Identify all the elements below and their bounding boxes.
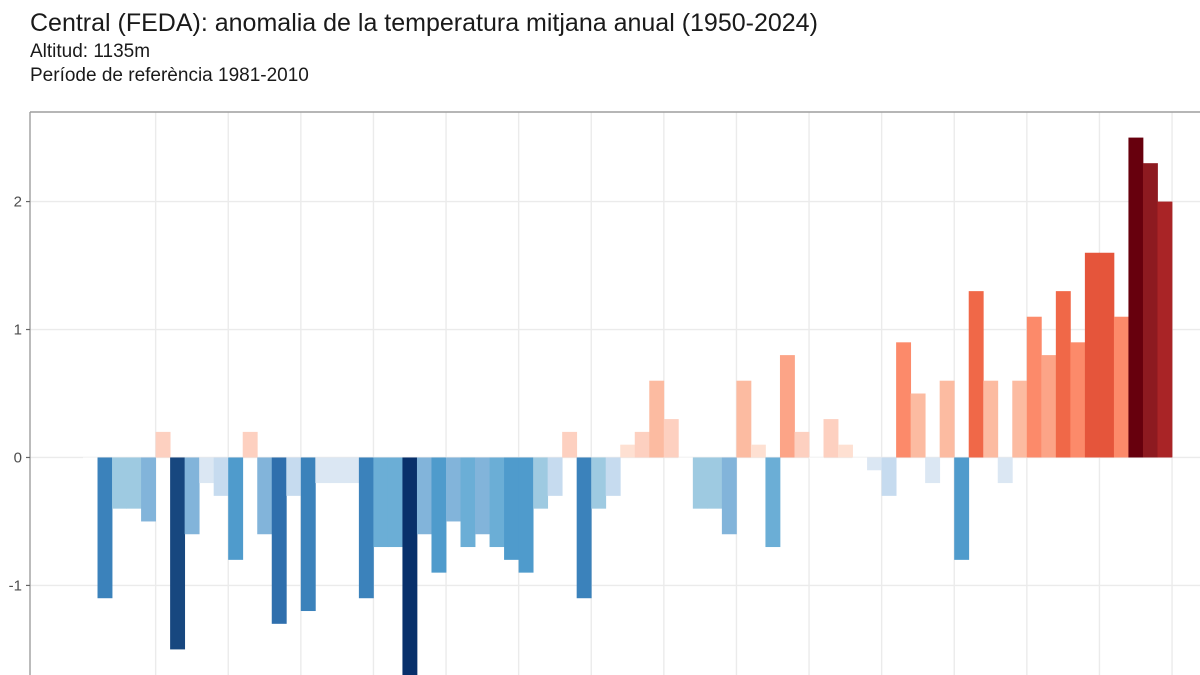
bar-2000 (809, 457, 824, 459)
bar-1996 (750, 444, 766, 458)
bar-2012 (983, 380, 999, 458)
bar-2011 (968, 291, 984, 458)
bar-2004 (867, 457, 882, 471)
chart-subtitle-altitude: Altitud: 1135m (30, 41, 151, 62)
bar-1969 (358, 457, 374, 599)
bar-1988 (634, 431, 650, 458)
bar-1953 (126, 457, 142, 509)
bar-2014 (1012, 380, 1028, 458)
bar-2018 (1070, 342, 1086, 458)
bar-2002 (838, 444, 853, 458)
bar-1977 (475, 457, 490, 535)
bar-1987 (620, 444, 636, 458)
bar-2016 (1041, 355, 1057, 458)
bar-2022 (1128, 137, 1144, 458)
bar-1976 (460, 457, 476, 548)
bar-1993 (707, 457, 723, 509)
bar-1994 (721, 457, 737, 535)
bar-1958 (199, 457, 215, 484)
bar-1985 (591, 457, 607, 509)
bar-1992 (692, 457, 708, 509)
axes (26, 111, 1200, 675)
bar-1998 (779, 355, 795, 458)
bar-1999 (794, 431, 810, 458)
bar-2009 (939, 380, 955, 458)
bar-1975 (446, 457, 461, 522)
bar-1951 (97, 457, 113, 599)
bar-1986 (605, 457, 621, 496)
bar-1990 (663, 419, 679, 458)
bar-1967 (329, 457, 345, 484)
y-tick-label: -1 (9, 577, 22, 594)
bar-1950 (83, 457, 98, 459)
bar-1966 (315, 457, 331, 484)
bar-1983 (562, 431, 578, 458)
bar-1964 (286, 457, 302, 496)
bar-1997 (765, 457, 781, 548)
bar-1984 (576, 457, 592, 599)
bar-1963 (271, 457, 287, 624)
bar-1965 (300, 457, 316, 612)
bar-1970 (373, 457, 389, 548)
bar-2006 (896, 342, 912, 458)
bar-1972 (402, 457, 418, 675)
bar-2010 (954, 457, 970, 560)
bar-1959 (213, 457, 229, 496)
y-tick-label: 2 (14, 194, 22, 211)
chart-subtitle-reference-period: Període de referència 1981-2010 (30, 65, 309, 86)
bar-1954 (141, 457, 156, 522)
chart-title: Central (FEDA): anomalia de la temperatu… (30, 9, 818, 37)
bar-1957 (184, 457, 200, 535)
bar-2020 (1099, 252, 1115, 458)
bar-1956 (170, 457, 186, 650)
bar-1974 (431, 457, 447, 573)
bar-1960 (228, 457, 244, 560)
bar-2017 (1055, 291, 1071, 458)
bar-1962 (257, 457, 273, 535)
bar-1989 (649, 380, 665, 458)
bar-2001 (823, 419, 839, 458)
bar-1973 (416, 457, 432, 535)
bar-1979 (504, 457, 519, 560)
bar-2008 (925, 457, 941, 484)
bar-2019 (1084, 252, 1100, 458)
bar-1952 (112, 457, 127, 509)
bar-2023 (1142, 163, 1158, 458)
bar-1968 (344, 457, 360, 484)
bar-1978 (489, 457, 505, 548)
bars (83, 137, 1173, 675)
bar-1995 (736, 380, 752, 458)
bar-1971 (387, 457, 403, 548)
bar-2005 (881, 457, 897, 496)
bar-2013 (997, 457, 1013, 484)
chart-header: Central (FEDA): anomalia de la temperatu… (30, 6, 818, 88)
bar-1981 (533, 457, 549, 509)
bar-2007 (910, 393, 926, 458)
bar-2021 (1113, 316, 1129, 458)
bar-1982 (547, 457, 563, 496)
y-tick-label: 1 (14, 322, 22, 339)
bar-1980 (518, 457, 534, 573)
bar-1955 (155, 431, 171, 458)
bar-2015 (1026, 316, 1042, 458)
bar-2024 (1157, 201, 1173, 458)
y-tick-label: 0 (14, 449, 22, 466)
tick-labels: -1 0 1 2 (9, 194, 22, 595)
bar-1991 (678, 457, 694, 459)
bar-1961 (242, 431, 258, 458)
bar-2003 (852, 457, 868, 459)
